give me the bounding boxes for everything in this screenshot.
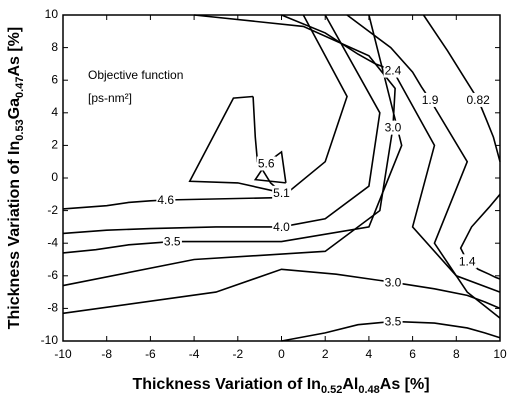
x-tick-label: -8 [101,347,112,361]
contour-label: 1.9 [422,93,439,107]
contour-line [62,14,381,235]
contour-label-bg [383,63,403,78]
y-axis-title: Thickness Variation of In0.53Ga0.47As [%… [6,27,26,329]
x-tick-label: -6 [145,347,156,361]
contour-label-bg [272,185,292,200]
contour-label-bg [156,193,176,208]
contour-label-bg [420,92,440,107]
x-tick-label: 8 [453,347,460,361]
y-tick-label: -6 [47,268,58,282]
x-axis-title: Thickness Variation of In0.52Al0.48As [%… [132,376,429,396]
contour-label: 0.82 [466,93,490,107]
x-tick-label: -2 [232,347,243,361]
x-tick-label: -4 [189,347,200,361]
x-tick-label: 10 [493,347,507,361]
annotation: Objective function [88,68,183,82]
contour-label: 3.5 [385,315,402,329]
x-tick-label: 2 [322,347,329,361]
contour-line [62,14,403,254]
y-tick-label: -10 [41,333,59,347]
y-tick-label: 10 [45,7,59,21]
y-tick-label: 6 [51,72,58,86]
contour-line [281,14,501,293]
x-tick-label: 6 [409,347,416,361]
contour-label-bg [272,220,292,235]
contour-line [188,95,285,195]
x-tick-label: 4 [366,347,373,361]
contour-line [62,14,348,210]
annotation: [ps-nm²] [88,91,132,105]
contour-label: 4.6 [157,193,174,207]
contour-label: 1.4 [459,254,476,268]
contour-label: 5.6 [258,157,275,171]
contour-label: 2.4 [385,64,402,78]
contour-label-bg [383,275,403,290]
x-tick-label: -10 [54,347,72,361]
plot-frame [62,14,501,342]
contour-label: 3.0 [385,121,402,135]
contour-label-bg [256,156,276,171]
contour-line [62,268,501,315]
y-tick-label: 8 [51,40,58,54]
x-tick-label: 0 [278,347,285,361]
contour-label: 3.0 [385,275,402,289]
y-tick-label: 4 [51,105,58,119]
contour-line [62,14,396,287]
contour-label-bg [383,314,403,329]
contour-label-bg [457,254,477,269]
y-tick-label: -4 [47,235,58,249]
contour-label-bg [383,120,403,135]
y-tick-label: -2 [47,203,58,217]
y-tick-label: 0 [51,170,58,184]
y-tick-label: -8 [47,301,58,315]
contour-label: 5.1 [273,186,290,200]
contour-line [422,14,501,162]
contour-label: 3.5 [164,235,181,249]
contour-label: 4.0 [273,220,290,234]
y-tick-label: 2 [51,138,58,152]
contour-label-bg [465,92,492,107]
contour-label-bg [162,234,182,249]
